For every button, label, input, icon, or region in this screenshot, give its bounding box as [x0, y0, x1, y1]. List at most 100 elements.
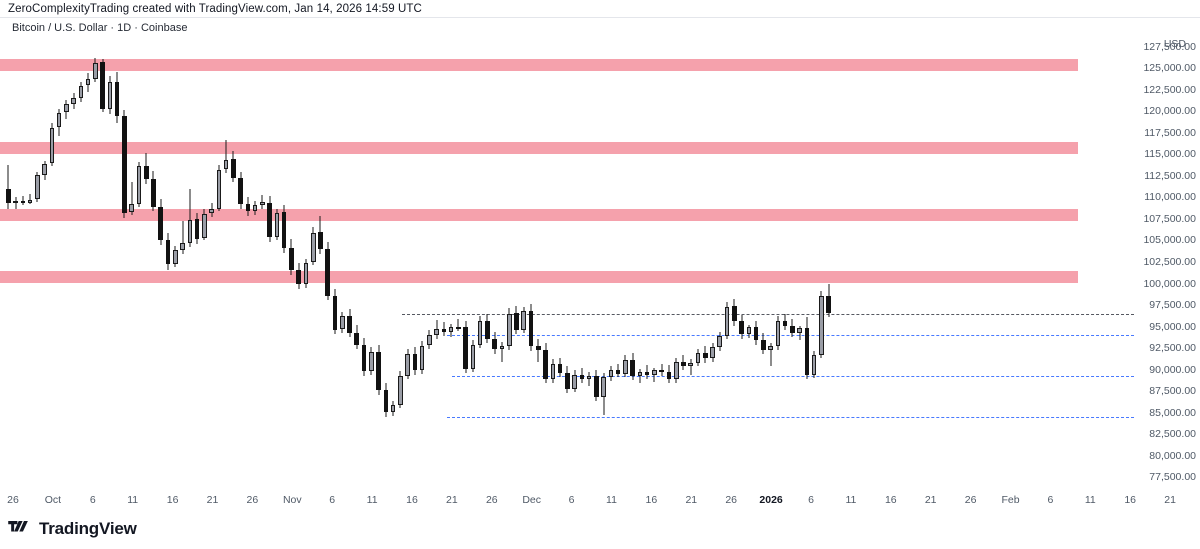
- candle-body: [412, 354, 418, 371]
- level-line[interactable]: [402, 314, 1134, 316]
- time-tick: 11: [366, 494, 378, 506]
- candle: [659, 363, 664, 377]
- candle: [521, 306, 527, 334]
- candle: [100, 58, 105, 113]
- candle-body: [819, 296, 824, 355]
- candle: [775, 316, 781, 350]
- tradingview-logo[interactable]: TradingView: [8, 519, 137, 539]
- candle: [797, 325, 802, 341]
- candle-body: [427, 335, 432, 346]
- price-axis[interactable]: USD 127,500.00 125,000.00 122,500.00 120,00…: [1134, 36, 1200, 488]
- candle: [281, 205, 287, 253]
- plot-area[interactable]: [0, 36, 1134, 488]
- candle: [390, 400, 396, 417]
- candle: [753, 320, 759, 345]
- candle-body: [376, 351, 381, 391]
- time-tick: 26: [964, 494, 977, 506]
- candle-wick: [189, 188, 191, 248]
- candle-body: [71, 98, 76, 104]
- candle-body: [506, 313, 512, 347]
- candle-body: [49, 127, 55, 163]
- price-tick: 87,500.00: [1149, 384, 1196, 397]
- candle: [448, 323, 454, 337]
- candle: [122, 109, 127, 219]
- candle: [456, 318, 461, 331]
- candle-body: [20, 200, 26, 203]
- candle-body: [521, 311, 527, 330]
- candle: [71, 93, 76, 109]
- time-tick: 11: [127, 494, 139, 506]
- candle-body: [209, 208, 214, 213]
- candle-wick: [29, 193, 31, 205]
- level-line[interactable]: [452, 375, 1134, 377]
- candle-body: [492, 338, 497, 349]
- candle: [339, 311, 345, 333]
- candle: [296, 262, 301, 289]
- candle: [644, 365, 650, 380]
- candle: [790, 318, 795, 337]
- price-tick: 95,000.00: [1149, 320, 1196, 333]
- candle: [427, 330, 432, 349]
- price-tick: 82,500.00: [1149, 427, 1196, 440]
- time-tick: 2026: [759, 494, 783, 506]
- supply-zone[interactable]: [0, 142, 1078, 155]
- candle: [361, 337, 367, 376]
- candle-body: [151, 179, 156, 207]
- time-tick: 26: [246, 494, 259, 506]
- candle-wick: [457, 318, 459, 331]
- time-tick: 6: [89, 494, 96, 506]
- candle: [688, 359, 694, 375]
- candle-body: [826, 295, 831, 313]
- candle: [485, 313, 490, 343]
- candle-body: [528, 311, 534, 347]
- candle-body: [27, 200, 33, 203]
- candle: [289, 238, 294, 275]
- candle: [303, 258, 309, 288]
- candle-body: [804, 328, 810, 375]
- candle-body: [260, 201, 265, 206]
- candle: [310, 226, 316, 266]
- candle: [739, 314, 744, 339]
- candle-body: [172, 249, 178, 264]
- time-tick: Nov: [282, 494, 302, 506]
- price-tick: 90,000.00: [1149, 363, 1196, 376]
- price-tick: 122,500.00: [1143, 83, 1196, 96]
- candle-body: [434, 329, 439, 336]
- candle-body: [775, 320, 781, 347]
- symbol-info-line[interactable]: Bitcoin / U.S. Dollar · 1D · Coinbase: [12, 22, 188, 34]
- candle-body: [347, 316, 352, 333]
- candle: [499, 342, 505, 362]
- candle-wick: [588, 372, 590, 386]
- time-tick: 11: [606, 494, 617, 506]
- candle-body: [572, 374, 577, 389]
- candle-body: [56, 113, 62, 127]
- candle-body: [441, 329, 447, 332]
- price-tick: 105,000.00: [1143, 234, 1196, 247]
- price-tick: 120,000.00: [1143, 105, 1196, 118]
- candle-body: [543, 349, 548, 380]
- candle-body: [477, 320, 483, 345]
- candle: [652, 367, 657, 382]
- price-tick: 115,000.00: [1144, 148, 1196, 161]
- candle-body: [136, 166, 142, 205]
- candle-body: [448, 326, 454, 332]
- time-tick: 21: [924, 494, 937, 506]
- supply-zone[interactable]: [0, 58, 1078, 71]
- level-line[interactable]: [447, 334, 1134, 336]
- candle-wick: [182, 220, 184, 255]
- level-line[interactable]: [447, 416, 1134, 418]
- candle-body: [383, 390, 389, 412]
- time-axis[interactable]: 26 Oct 6 11 16 21 26 Nov 6 11 16 21 26 Dec 6 11 16 21 26 20…: [0, 488, 1200, 513]
- time-tick: Dec: [522, 494, 542, 506]
- time-tick: 21: [446, 494, 458, 506]
- time-tick: 6: [329, 494, 336, 506]
- candle: [245, 196, 251, 217]
- candle: [819, 291, 824, 359]
- candle-body: [470, 344, 476, 369]
- time-tick: 26: [725, 494, 738, 506]
- candle: [782, 313, 788, 330]
- candle: [158, 199, 164, 245]
- supply-zone[interactable]: [0, 270, 1078, 283]
- candle-body: [557, 364, 563, 374]
- candle: [354, 324, 360, 349]
